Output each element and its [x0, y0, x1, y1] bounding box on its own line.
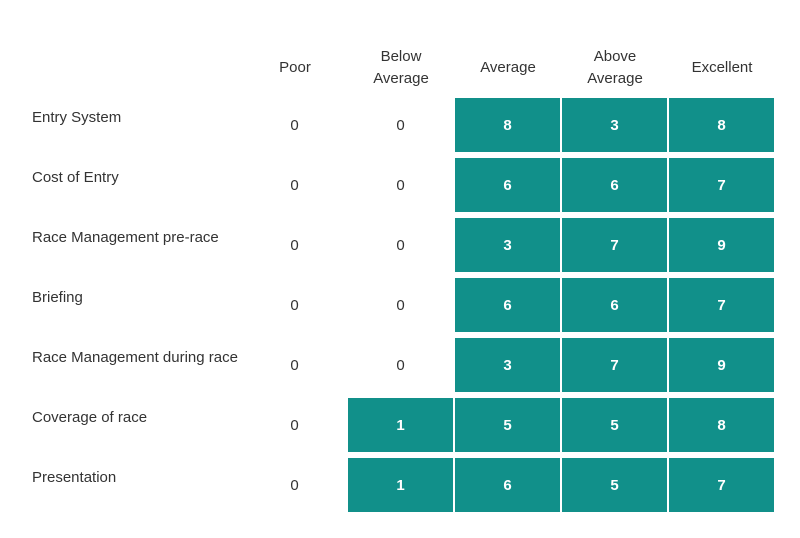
table-cell: 0 — [396, 296, 405, 314]
table-cell: 9 — [669, 338, 774, 392]
table-cell: 8 — [455, 98, 560, 152]
table-cell: 8 — [669, 98, 774, 152]
table-cell: 5 — [562, 398, 667, 452]
column-header: Excellent — [669, 44, 775, 92]
row-label: Race Management pre-race — [32, 229, 219, 246]
table-cell: 0 — [290, 116, 299, 134]
column-header: Below Average — [348, 44, 454, 92]
table-cell: 6 — [562, 158, 667, 212]
row-label: Race Management during race — [32, 349, 238, 366]
row-label: Presentation — [32, 469, 117, 486]
table-cell: 9 — [669, 218, 774, 272]
table-cell: 7 — [669, 278, 774, 332]
table-cell: 6 — [455, 278, 560, 332]
table-cell: 0 — [396, 356, 405, 374]
table-cell: 7 — [562, 218, 667, 272]
column-header: Above Average — [562, 44, 668, 92]
table-cell: 0 — [290, 476, 299, 494]
table-cell: 0 — [396, 116, 405, 134]
table-cell: 6 — [455, 158, 560, 212]
table-cell: 0 — [290, 296, 299, 314]
table-cell: 0 — [290, 356, 299, 374]
row-label: Briefing — [32, 289, 83, 306]
table-cell: 0 — [290, 176, 299, 194]
column-header-line: Below — [380, 48, 422, 65]
table-cell: 1 — [348, 398, 453, 452]
column-header-line: Above — [593, 48, 637, 65]
table-cell: 5 — [455, 398, 560, 452]
column-header: Average — [455, 44, 561, 92]
table-cell: 0 — [396, 176, 405, 194]
table-cell: 8 — [669, 398, 774, 452]
row-label: Entry System — [32, 109, 122, 126]
table-cell: 7 — [669, 158, 774, 212]
table-cell: 0 — [290, 416, 299, 434]
column-header-line: Average — [480, 59, 536, 76]
table-cell: 3 — [455, 218, 560, 272]
table-cell: 1 — [348, 458, 453, 512]
table-cell: 6 — [455, 458, 560, 512]
table-cell: 3 — [455, 338, 560, 392]
row-label: Cost of Entry — [32, 169, 119, 186]
table-cell: 5 — [562, 458, 667, 512]
column-header-line: Average — [373, 70, 429, 87]
table-cell: 7 — [562, 338, 667, 392]
column-header-line: Excellent — [691, 59, 753, 76]
table-cell: 7 — [669, 458, 774, 512]
table-cell: 6 — [562, 278, 667, 332]
column-header-line: Average — [587, 70, 643, 87]
table-cell: 3 — [562, 98, 667, 152]
table-cell: 0 — [290, 236, 299, 254]
column-header-line: Poor — [279, 59, 311, 76]
table-cell: 0 — [396, 236, 405, 254]
row-label: Coverage of race — [32, 409, 148, 426]
column-header: Poor — [242, 44, 348, 92]
